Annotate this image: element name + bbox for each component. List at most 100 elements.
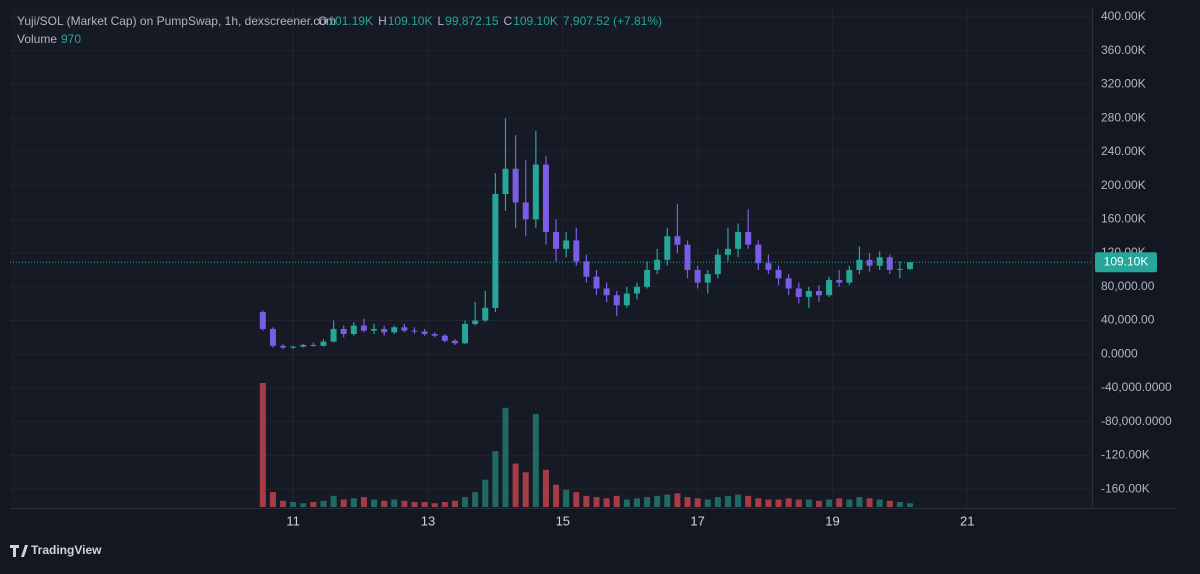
candle-body [411, 330, 418, 332]
candle-body [815, 291, 822, 296]
volume-bar [502, 407, 509, 507]
candle-body [441, 335, 448, 341]
y-tick-label: 360.00K [1101, 43, 1146, 57]
grid [10, 8, 1092, 508]
volume-bar [684, 497, 691, 507]
candle-body [633, 286, 640, 294]
volume-bar [735, 494, 742, 507]
volume-bar [472, 492, 479, 507]
volume-bar [896, 502, 903, 507]
brand-name: TradingView [31, 543, 102, 557]
candle-body [482, 307, 489, 321]
volume-bar [886, 500, 893, 507]
y-tick-label: 160.00K [1101, 212, 1146, 226]
volume-bar [775, 499, 782, 507]
ohlc-key: C [504, 14, 513, 28]
candle-body [664, 236, 671, 260]
volume-label: Volume [17, 32, 57, 46]
candle-body [623, 293, 630, 306]
volume-bar [482, 479, 489, 507]
volume-bar [724, 495, 731, 507]
candle-body [563, 240, 570, 249]
candle-body [280, 345, 287, 348]
volume-bar [906, 503, 913, 507]
candle-body [856, 259, 863, 270]
y-tick-label: -120.00K [1101, 448, 1150, 462]
candle-body [360, 325, 367, 331]
volume-bar [856, 497, 863, 507]
candle-body [502, 168, 509, 195]
volume-bar [674, 493, 681, 507]
volume-bar [846, 499, 853, 507]
volume-bar [330, 495, 337, 507]
volume-bar [654, 495, 661, 507]
x-tick-label: 11 [286, 513, 300, 528]
candle-body [755, 244, 762, 264]
candle-body [836, 280, 843, 283]
candle-body [613, 295, 620, 306]
candle-body [391, 327, 398, 333]
volume-bar [340, 499, 347, 507]
ohlc-value: 99,872.15 [445, 14, 499, 28]
y-tick-label: 320.00K [1101, 77, 1146, 91]
candle-body [775, 269, 782, 279]
volume-bar [815, 500, 822, 507]
volume-bar [623, 499, 630, 507]
volume-bar [785, 498, 792, 507]
candle-body [421, 331, 428, 335]
candle-body [593, 276, 600, 289]
last-price-box [1095, 252, 1157, 273]
candle-body [512, 168, 519, 203]
candle-body [674, 236, 681, 245]
volume-bar [421, 502, 428, 507]
volume-bar [462, 497, 469, 507]
y-tick-label: 0.0000 [1101, 346, 1138, 360]
candle-body [896, 268, 903, 270]
volume-bar [664, 494, 671, 507]
candle-body [724, 248, 731, 255]
y-tick-label: 240.00K [1101, 144, 1146, 158]
candle-body [532, 164, 539, 220]
volume-bar [401, 500, 408, 507]
candle-body [522, 202, 529, 220]
candle-body [886, 257, 893, 270]
volume-bar [522, 472, 529, 507]
candle-body [269, 328, 276, 346]
volume-bar [431, 503, 438, 507]
x-tick-label: 21 [960, 513, 974, 528]
volume-bar [451, 500, 458, 507]
candle-body [300, 344, 307, 347]
candle-body [714, 254, 721, 275]
volume-bar [765, 499, 772, 507]
volume-bar [300, 503, 307, 507]
volume-bar [694, 498, 701, 507]
volume-bar [755, 498, 762, 507]
candle-body [644, 269, 651, 287]
volume-bar [573, 492, 580, 507]
volume-bar [836, 498, 843, 507]
candle-body [765, 263, 772, 270]
candle-body [654, 259, 661, 270]
volume-bar [805, 499, 812, 507]
candle-body [290, 346, 297, 348]
candle-body [542, 164, 549, 232]
candle-body [846, 269, 853, 283]
plot-area [10, 8, 1092, 508]
ohlc-value: 101.19K [328, 14, 373, 28]
candle-body [785, 278, 792, 289]
volume-bar [583, 495, 590, 507]
candle-body [826, 280, 833, 296]
candle-body [795, 288, 802, 297]
volume-bar [371, 499, 378, 507]
volume-bar [593, 497, 600, 507]
volume-bar [512, 463, 519, 507]
candle-body [320, 341, 327, 346]
y-tick-label: 200.00K [1101, 178, 1146, 192]
volume-bar [613, 495, 620, 507]
candle-body [350, 325, 357, 335]
candle-body [472, 320, 479, 324]
volume-bar [603, 498, 610, 507]
volume-bar [714, 497, 721, 507]
x-tick-label: 17 [690, 513, 704, 528]
chart-title: Yuji/SOL (Market Cap) on PumpSwap, 1h, d… [17, 14, 336, 28]
